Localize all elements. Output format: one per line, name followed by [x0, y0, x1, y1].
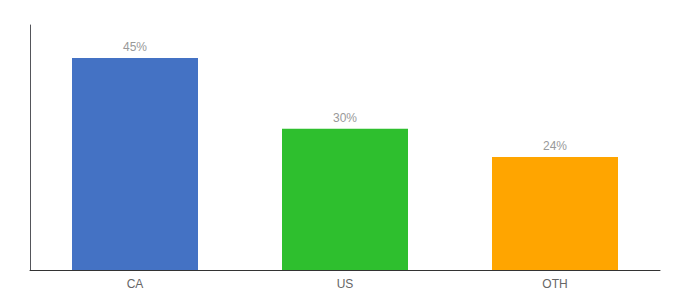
svg-text:24%: 24% — [543, 139, 567, 153]
svg-text:45%: 45% — [123, 40, 147, 54]
svg-text:OTH: OTH — [542, 277, 567, 291]
svg-text:30%: 30% — [333, 111, 357, 125]
svg-text:US: US — [337, 277, 354, 291]
svg-text:CA: CA — [127, 277, 144, 291]
